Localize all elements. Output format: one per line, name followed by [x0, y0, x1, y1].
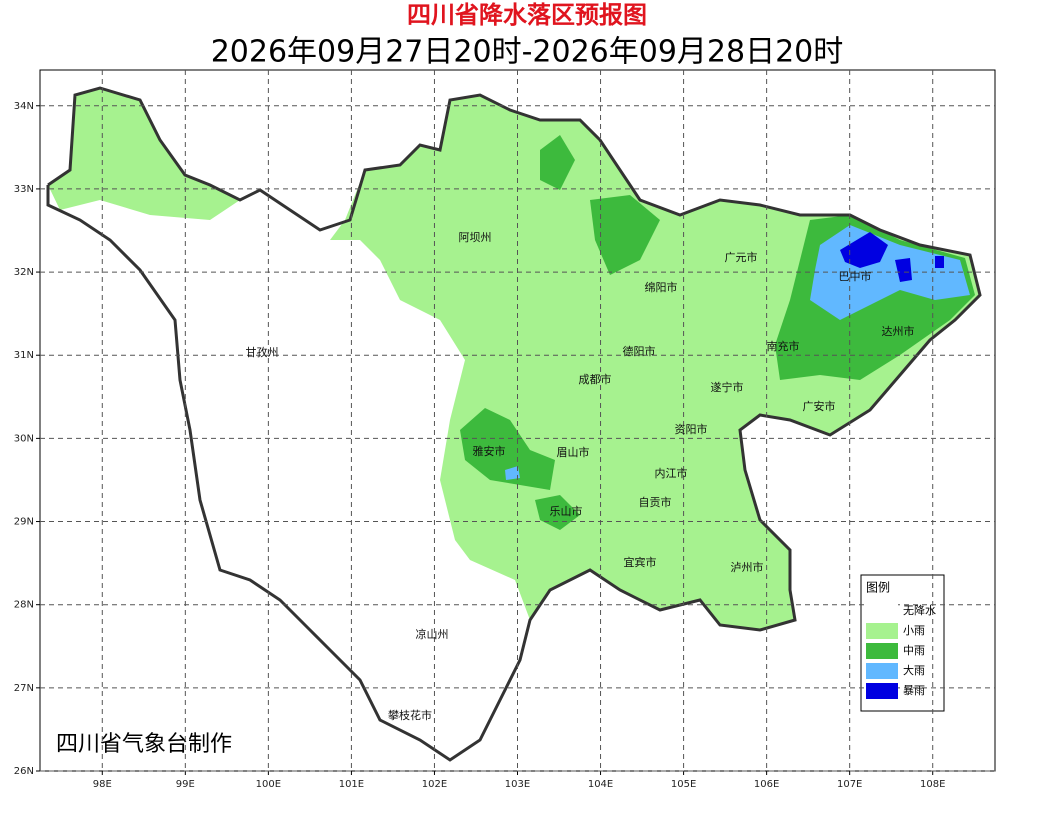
city-label: 自贡市 — [639, 495, 672, 509]
city-label: 攀枝花市 — [388, 708, 432, 722]
city-label: 凉山州 — [416, 627, 449, 641]
legend-title: 图例 — [866, 581, 890, 595]
y-tick-label: 34N — [14, 101, 34, 112]
legend-label: 大雨 — [903, 663, 925, 677]
city-label: 巴中市 — [839, 269, 872, 283]
rain-areas — [46, 86, 982, 762]
title: 四川省降水落区预报图 — [407, 1, 647, 29]
rainstorm-area — [935, 256, 944, 268]
legend-label: 暴雨 — [903, 684, 925, 697]
city-label: 成都市 — [579, 372, 612, 386]
legend-label: 无降水 — [903, 603, 936, 617]
legend-swatch — [866, 603, 898, 619]
city-label: 广元市 — [725, 250, 758, 264]
rainstorm-area — [895, 258, 912, 282]
legend-label: 小雨 — [903, 624, 925, 637]
x-tick-label: 107E — [837, 779, 862, 790]
city-label: 阿坝州 — [459, 230, 492, 244]
city-label: 达州市 — [882, 324, 915, 338]
y-tick-label: 26N — [14, 766, 34, 777]
x-tick-label: 99E — [176, 779, 195, 790]
legend-swatch — [866, 663, 898, 679]
x-tick-label: 108E — [920, 779, 945, 790]
y-tick-label: 30N — [14, 433, 34, 444]
x-tick-label: 101E — [339, 779, 364, 790]
x-tick-label: 106E — [754, 779, 779, 790]
x-tick-label: 98E — [93, 779, 112, 790]
city-label: 遂宁市 — [711, 380, 744, 394]
y-tick-label: 32N — [14, 267, 34, 278]
city-label: 雅安市 — [473, 444, 506, 458]
y-tick-label: 28N — [14, 600, 34, 611]
moderate-rain-area — [460, 408, 555, 490]
city-label: 资阳市 — [675, 422, 708, 436]
city-label: 南充市 — [767, 339, 800, 353]
rainstorm-area — [840, 232, 888, 268]
legend-swatch — [866, 683, 898, 699]
x-tick-label: 102E — [422, 779, 447, 790]
city-label: 绵阳市 — [645, 280, 678, 294]
heavy-rain-area — [505, 466, 520, 480]
city-label: 宜宾市 — [624, 555, 657, 569]
legend-swatch — [866, 643, 898, 659]
moderate-rain-area — [540, 135, 575, 190]
city-label: 德阳市 — [623, 344, 656, 358]
x-tick-label: 103E — [505, 779, 530, 790]
city-label: 内江市 — [655, 466, 688, 480]
y-tick-label: 31N — [14, 350, 34, 361]
city-label: 泸州市 — [731, 560, 764, 574]
city-label: 甘孜州 — [246, 345, 279, 359]
x-tick-label: 104E — [588, 779, 613, 790]
legend-label: 中雨 — [903, 644, 925, 657]
x-tick-label: 105E — [671, 779, 696, 790]
subtitle: 2026年09月27日20时-2026年09月28日20时 — [211, 35, 844, 70]
legend-swatch — [866, 623, 898, 639]
x-tick-label: 100E — [256, 779, 281, 790]
moderate-rain-area — [590, 195, 660, 275]
city-label: 乐山市 — [550, 504, 583, 518]
y-tick-label: 29N — [14, 517, 34, 528]
y-tick-label: 33N — [14, 184, 34, 195]
city-label: 眉山市 — [557, 445, 590, 459]
light-rain-area — [48, 88, 240, 220]
credit: 四川省气象台制作 — [56, 732, 232, 757]
y-tick-label: 27N — [14, 683, 34, 694]
city-label: 广安市 — [803, 399, 836, 413]
